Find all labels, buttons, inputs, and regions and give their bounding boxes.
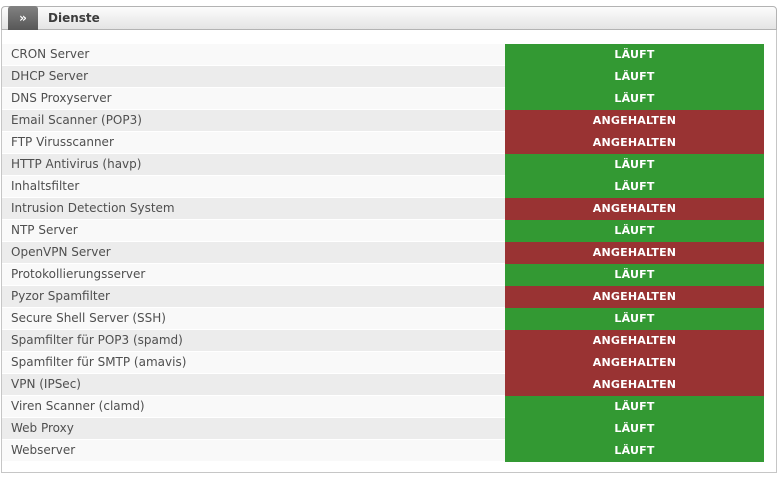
collapse-button[interactable]: » (8, 6, 38, 30)
table-row: Pyzor Spamfilter ANGEHALTEN (2, 286, 776, 308)
table-row: FTP Virusscanner ANGEHALTEN (2, 132, 776, 154)
table-row: HTTP Antivirus (havp) LÄUFT (2, 154, 776, 176)
service-name: FTP Virusscanner (2, 132, 505, 154)
status-badge: ANGEHALTEN (505, 374, 764, 396)
status-badge: LÄUFT (505, 88, 764, 110)
status-badge: LÄUFT (505, 308, 764, 330)
table-row: DHCP Server LÄUFT (2, 66, 776, 88)
service-name: Secure Shell Server (SSH) (2, 308, 505, 330)
status-badge: LÄUFT (505, 440, 764, 462)
status-badge: ANGEHALTEN (505, 198, 764, 220)
section-header-bar (1, 6, 777, 30)
service-name: Pyzor Spamfilter (2, 286, 505, 308)
status-badge: LÄUFT (505, 176, 764, 198)
service-name: Spamfilter für SMTP (amavis) (2, 352, 505, 374)
service-name: Email Scanner (POP3) (2, 110, 505, 132)
services-table: CRON Server LÄUFT DHCP Server LÄUFT DNS … (2, 44, 776, 462)
status-badge: ANGEHALTEN (505, 132, 764, 154)
status-badge: LÄUFT (505, 66, 764, 88)
service-name: Protokollierungsserver (2, 264, 505, 286)
status-badge: ANGEHALTEN (505, 110, 764, 132)
table-row: Intrusion Detection System ANGEHALTEN (2, 198, 776, 220)
service-name: Viren Scanner (clamd) (2, 396, 505, 418)
table-row: Web Proxy LÄUFT (2, 418, 776, 440)
table-row: Email Scanner (POP3) ANGEHALTEN (2, 110, 776, 132)
status-badge: ANGEHALTEN (505, 242, 764, 264)
table-row: NTP Server LÄUFT (2, 220, 776, 242)
service-name: DHCP Server (2, 66, 505, 88)
status-badge: LÄUFT (505, 396, 764, 418)
status-badge: ANGEHALTEN (505, 286, 764, 308)
table-row: Viren Scanner (clamd) LÄUFT (2, 396, 776, 418)
table-row: VPN (IPSec) ANGEHALTEN (2, 374, 776, 396)
service-name: Intrusion Detection System (2, 198, 505, 220)
page-title: Dienste (48, 11, 100, 25)
status-badge: LÄUFT (505, 154, 764, 176)
service-name: VPN (IPSec) (2, 374, 505, 396)
table-row: DNS Proxyserver LÄUFT (2, 88, 776, 110)
service-name: Spamfilter für POP3 (spamd) (2, 330, 505, 352)
table-row: CRON Server LÄUFT (2, 44, 776, 66)
status-badge: LÄUFT (505, 418, 764, 440)
service-name: HTTP Antivirus (havp) (2, 154, 505, 176)
table-row: Spamfilter für POP3 (spamd) ANGEHALTEN (2, 330, 776, 352)
service-name: NTP Server (2, 220, 505, 242)
status-badge: ANGEHALTEN (505, 352, 764, 374)
service-name: Web Proxy (2, 418, 505, 440)
service-name: DNS Proxyserver (2, 88, 505, 110)
table-row: Inhaltsfilter LÄUFT (2, 176, 776, 198)
service-name: CRON Server (2, 44, 505, 66)
status-badge: LÄUFT (505, 220, 764, 242)
services-panel: CRON Server LÄUFT DHCP Server LÄUFT DNS … (1, 30, 777, 473)
table-row: Spamfilter für SMTP (amavis) ANGEHALTEN (2, 352, 776, 374)
double-chevron-icon: » (19, 11, 27, 25)
service-name: Webserver (2, 440, 505, 462)
service-name: Inhaltsfilter (2, 176, 505, 198)
status-badge: ANGEHALTEN (505, 330, 764, 352)
table-row: Secure Shell Server (SSH) LÄUFT (2, 308, 776, 330)
table-row: OpenVPN Server ANGEHALTEN (2, 242, 776, 264)
service-name: OpenVPN Server (2, 242, 505, 264)
table-row: Protokollierungsserver LÄUFT (2, 264, 776, 286)
table-row: Webserver LÄUFT (2, 440, 776, 462)
status-badge: LÄUFT (505, 44, 764, 66)
status-badge: LÄUFT (505, 264, 764, 286)
